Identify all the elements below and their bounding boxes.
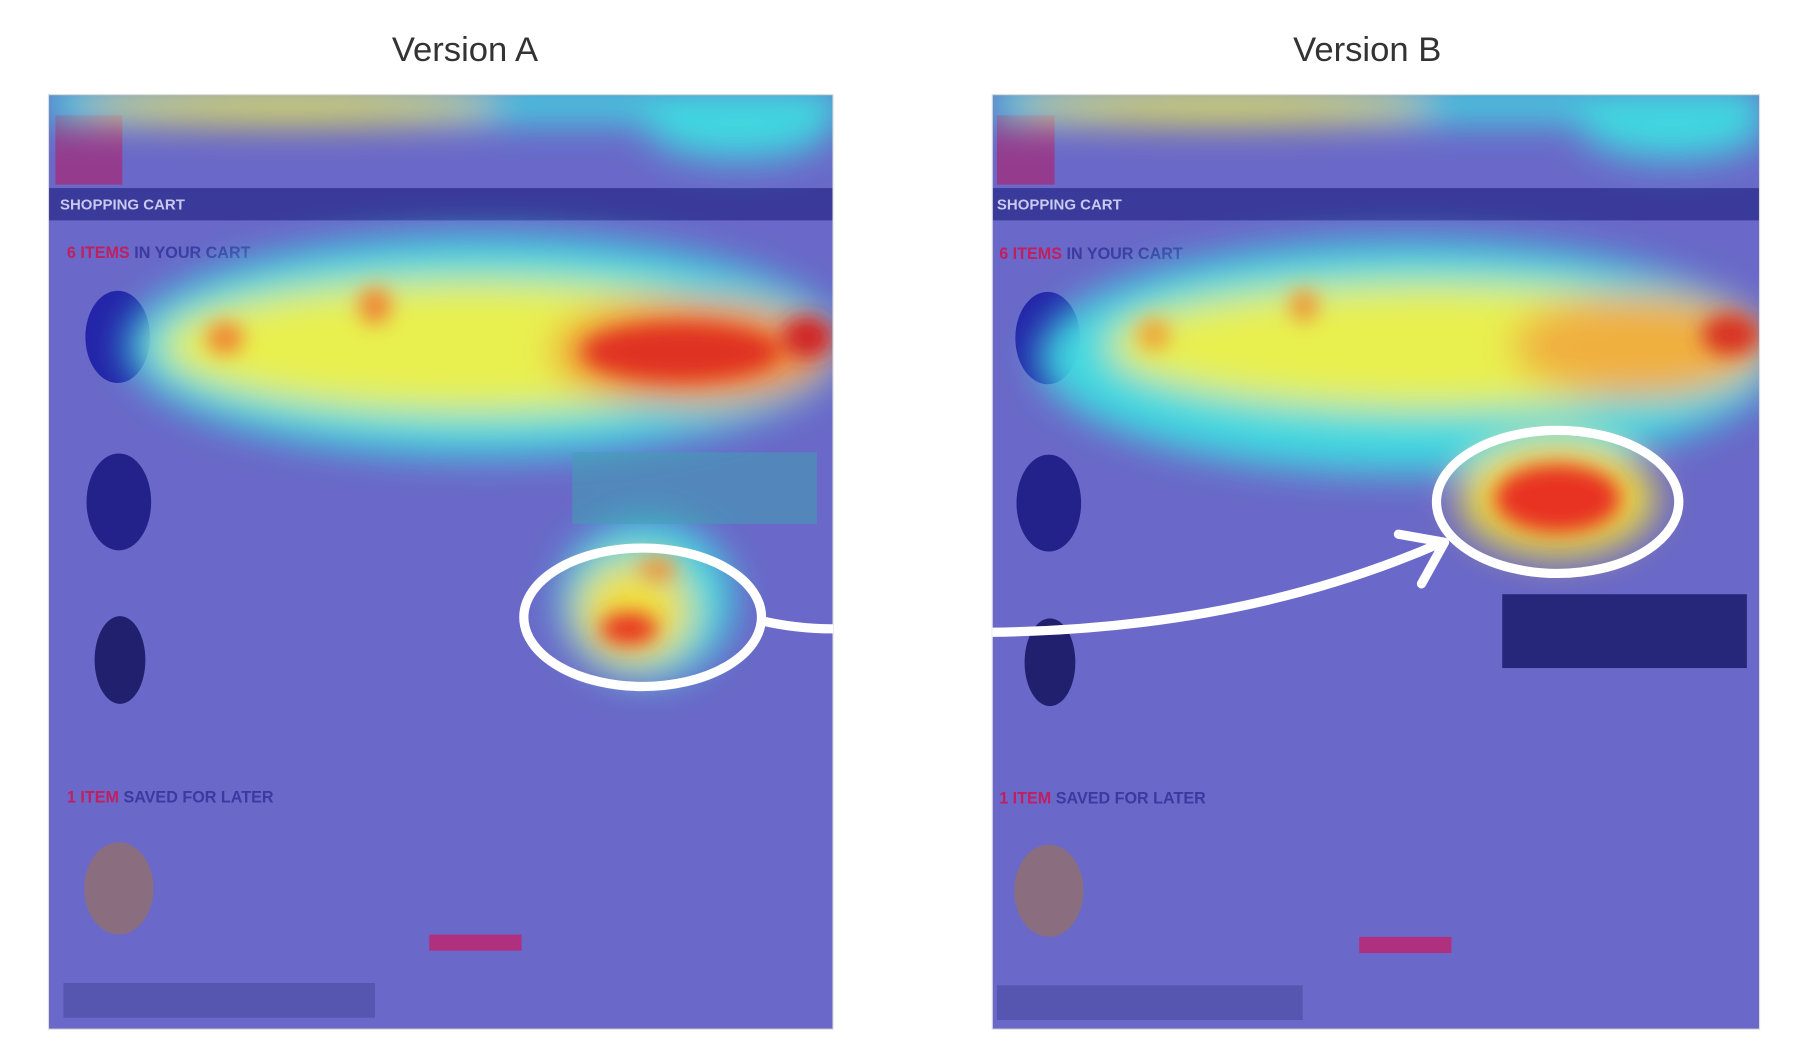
logo: [996, 115, 1055, 185]
saved-count: 1 ITEM: [999, 790, 1051, 808]
items-rest: IN YOUR CART: [134, 244, 250, 262]
scaled-layer: Version A Version B SHOPPING CART 6 ITEM…: [47, 31, 1761, 1030]
product-image: [84, 842, 154, 935]
arrow-head: [1393, 529, 1450, 589]
frame: [47, 94, 834, 1030]
button: [1359, 936, 1452, 954]
heatmap-a: SHOPPING CART 6 ITEMS IN YOUR CART 1 ITE…: [48, 94, 834, 1030]
items-rest: IN YOUR CART: [1066, 245, 1182, 263]
header-bar: [48, 188, 834, 221]
saved-count: 1 ITEM: [67, 789, 119, 807]
heatmap-b: SHOPPING CART 6 ITEMS IN YOUR CART 1 ITE…: [992, 94, 1760, 1030]
product-image: [86, 453, 152, 551]
items-heading: 6 ITEMS IN YOUR CART: [67, 244, 251, 262]
saved-heading: 1 ITEM SAVED FOR LATER: [67, 789, 274, 807]
highlight-circle: [519, 543, 767, 692]
panel-title: Version B: [1293, 31, 1441, 69]
heat: [992, 94, 1760, 557]
header-bar: [992, 188, 1760, 221]
saved-rest: SAVED FOR LATER: [123, 789, 273, 807]
saved-rest: SAVED FOR LATER: [1056, 790, 1206, 808]
button: [429, 934, 522, 951]
frame: [991, 94, 1761, 1030]
product-image: [94, 616, 146, 704]
heat-core: [206, 287, 834, 645]
panel-title: Version A: [392, 31, 539, 69]
items-count: 6 ITEMS: [67, 244, 130, 262]
highlight-circle: [1431, 425, 1684, 579]
saved-heading: 1 ITEM SAVED FOR LATER: [999, 790, 1206, 808]
product-image: [1016, 454, 1082, 552]
arrow: [992, 538, 1445, 637]
arrow: [760, 616, 834, 634]
banner: [1502, 594, 1747, 669]
items-count: 6 ITEMS: [999, 245, 1062, 263]
header-text: SHOPPING CART: [60, 196, 185, 213]
heat-core: [1137, 289, 1760, 534]
product-image: [1024, 618, 1076, 707]
footer-logos: [63, 983, 375, 1018]
banner: [572, 452, 817, 524]
header-text: SHOPPING CART: [997, 196, 1122, 213]
items-heading: 6 ITEMS IN YOUR CART: [999, 245, 1183, 263]
page-bg: [992, 94, 1760, 1030]
footer-logos: [996, 985, 1303, 1020]
logo: [55, 115, 123, 185]
product-image: [1014, 844, 1084, 937]
